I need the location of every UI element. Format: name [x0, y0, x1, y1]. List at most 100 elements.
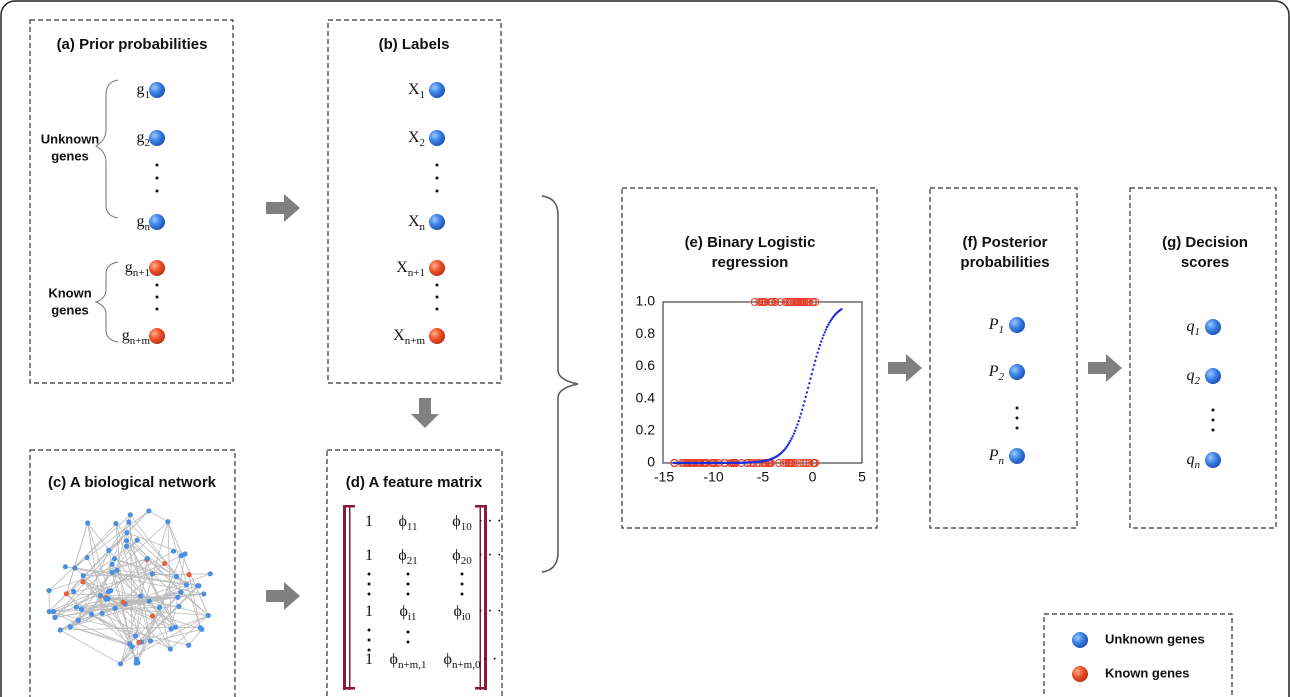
fit-point [802, 404, 805, 407]
network-node [172, 624, 179, 630]
network-node [46, 608, 52, 615]
symbol-base: 1 [365, 603, 373, 620]
fit-point [785, 445, 788, 448]
label: (f) Posterior [962, 234, 1047, 251]
network-node [120, 599, 126, 605]
fit-point [821, 337, 824, 340]
sample [782, 459, 791, 467]
label: (e) Binary Logistic [685, 234, 816, 251]
gene-node [149, 130, 165, 146]
network-edge [152, 615, 171, 650]
fit-point [816, 351, 819, 354]
network-node [106, 547, 112, 553]
gene-node [149, 214, 165, 230]
label: Known genes [1105, 665, 1190, 680]
fit-point [793, 429, 797, 433]
symbol-sub: 2 [1195, 375, 1201, 387]
symbol: P2 [988, 363, 1005, 383]
network-edge [66, 522, 89, 594]
network-node [113, 520, 119, 527]
network-node [126, 519, 132, 525]
gene-node [1205, 319, 1221, 335]
network-node [84, 554, 90, 561]
ellipsis-dot [435, 189, 439, 193]
network-node [85, 520, 91, 526]
symbol: · · · [478, 513, 502, 530]
ellipsis-dot [155, 295, 159, 299]
gene-node [1205, 452, 1221, 468]
sample [779, 459, 788, 467]
fit-point [804, 395, 807, 399]
network-node [178, 589, 184, 595]
label: (a) Prior probabilities [57, 36, 208, 53]
fit-point [824, 328, 828, 331]
symbol: X2 [408, 129, 425, 149]
sample [803, 298, 812, 306]
network-node [46, 587, 52, 594]
network-node [162, 560, 168, 567]
network-edge [132, 628, 202, 647]
ellipsis-dot [155, 283, 159, 287]
network-node [138, 593, 144, 599]
label: (b) Labels [379, 36, 450, 53]
sample [802, 459, 811, 467]
network-node [201, 591, 207, 597]
symbol: q2 [1187, 367, 1201, 387]
symbol-base: g [137, 129, 145, 146]
sample [785, 298, 794, 306]
legend-box [1043, 613, 1233, 697]
symbol-base: ϕ [398, 547, 406, 564]
network-edge [65, 566, 204, 595]
gene-node [429, 328, 445, 344]
network-edge [114, 558, 198, 587]
label: 5 [858, 469, 866, 485]
network-edge [66, 539, 138, 595]
network-node [170, 548, 177, 554]
symbol: ϕn+m,0 [444, 651, 481, 671]
network-node [183, 582, 190, 588]
gene-node [1009, 364, 1025, 380]
ellipsis-dot [1211, 428, 1215, 432]
network-node [97, 593, 104, 599]
symbol-sub: n+m,0 [452, 659, 481, 671]
symbol-sub: 2 [145, 137, 151, 149]
symbol: P1 [988, 316, 1004, 336]
network-edge [126, 540, 189, 646]
symbol-base: g [137, 213, 145, 230]
fit-point [814, 359, 817, 363]
network-edge [82, 581, 209, 616]
ellipsis-dot [460, 582, 464, 586]
symbol: g2 [137, 129, 151, 149]
panel-b [327, 19, 502, 384]
fit-point [792, 432, 796, 435]
arrows [266, 194, 1122, 610]
network-edge [188, 628, 203, 646]
symbol: ϕi1 [400, 603, 417, 623]
symbol: Xn+m [393, 327, 425, 347]
ellipsis-dot [435, 283, 439, 287]
network-node [167, 646, 173, 652]
symbol: · · [483, 651, 498, 668]
panel-e [621, 187, 878, 529]
fit-point [806, 386, 810, 390]
symbol-base: X [408, 81, 420, 98]
network-node [127, 512, 133, 518]
network-node [149, 613, 156, 619]
label: Known [48, 285, 91, 300]
network-node [136, 639, 142, 645]
fit-point [825, 325, 829, 329]
network-edge [120, 643, 131, 664]
ellipsis-dot [406, 630, 410, 634]
ellipsis-dot [155, 189, 159, 193]
fit-point [809, 377, 812, 380]
symbol-base: P [988, 363, 999, 380]
network-edge [82, 581, 124, 603]
ellipsis-dot [460, 592, 464, 596]
symbol: q1 [1187, 318, 1201, 338]
network-edge [129, 514, 133, 647]
gene-node [1072, 666, 1088, 682]
network-edge [86, 510, 150, 558]
symbol-base: g [122, 327, 130, 344]
symbol: gn [137, 213, 151, 233]
network-edge [111, 564, 176, 628]
